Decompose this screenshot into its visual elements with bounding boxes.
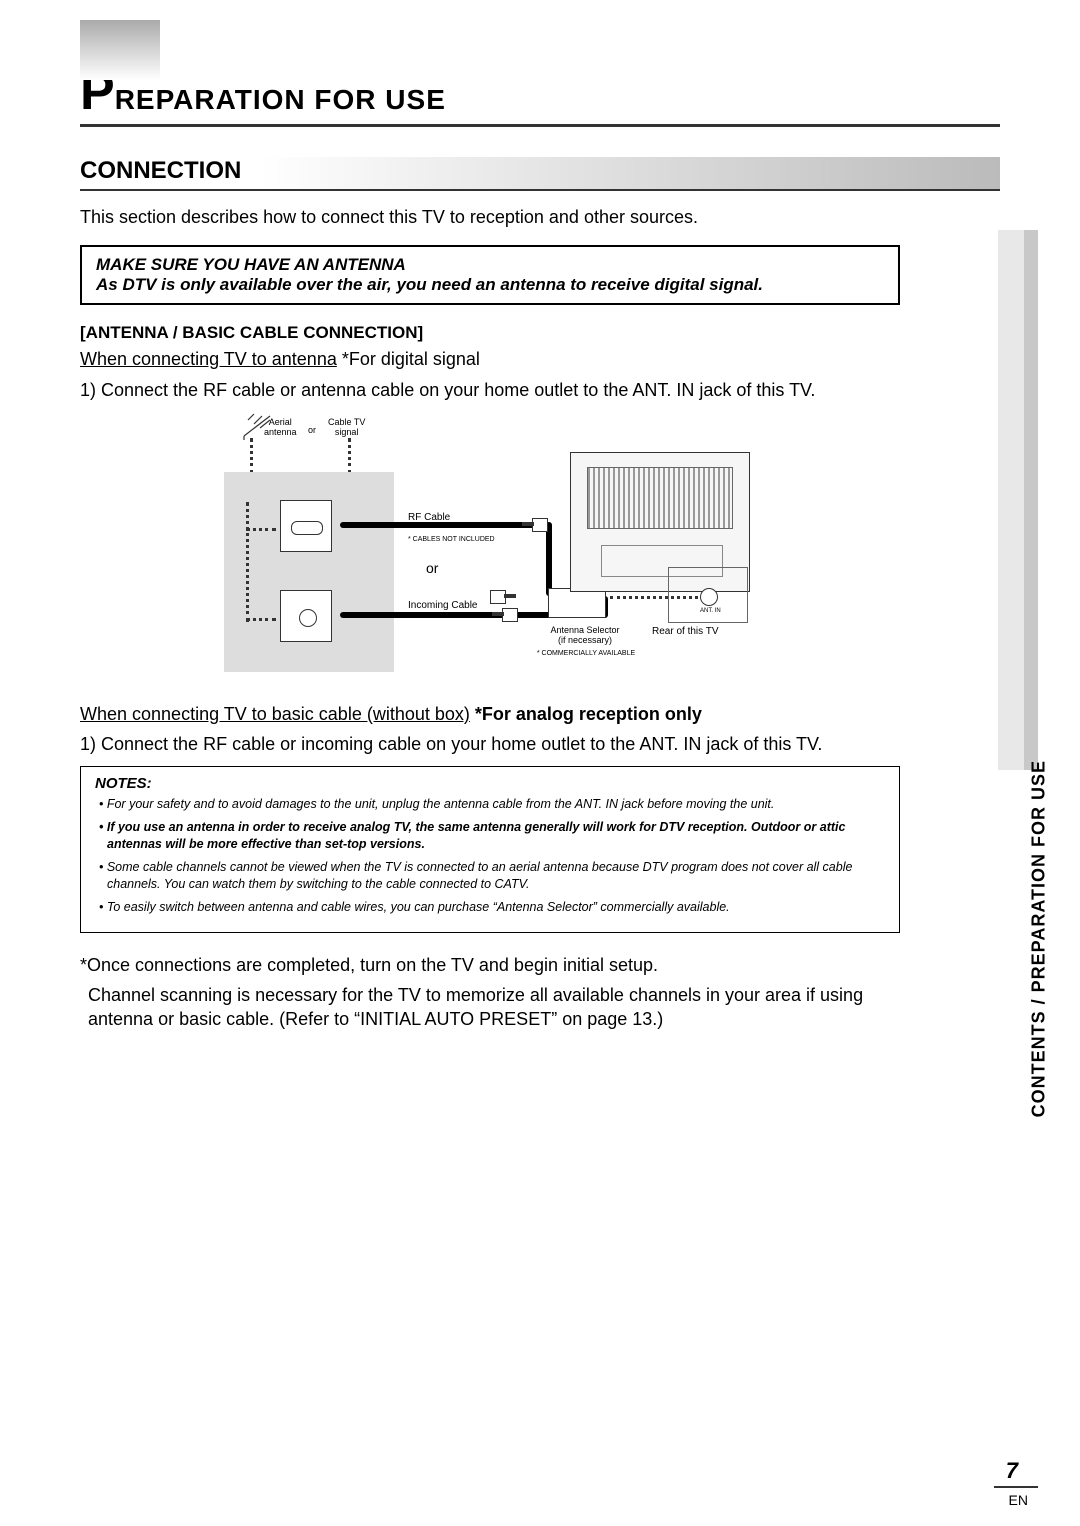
cable-line <box>340 522 550 528</box>
page-number-rule <box>994 1486 1038 1488</box>
dash-line <box>246 618 276 621</box>
rf-outlet-icon <box>280 500 332 552</box>
section-heading: CONNECTION <box>80 157 1000 191</box>
step-antenna: 1) Connect the RF cable or antenna cable… <box>80 378 1000 402</box>
commercially-label: * COMMERCIALLY AVAILABLE <box>536 650 636 658</box>
side-section-label: CONTENTS / PREPARATION FOR USE <box>1028 760 1049 1117</box>
closing-line-2: Channel scanning is necessary for the TV… <box>80 983 1000 1032</box>
when-antenna-line: When connecting TV to antenna *For digit… <box>80 347 1000 371</box>
section-heading-wrap: CONNECTION <box>80 157 1000 191</box>
or-small: or <box>308 426 316 436</box>
step-cable: 1) Connect the RF cable or incoming cabl… <box>80 732 1000 756</box>
when-cable-line: When connecting TV to basic cable (witho… <box>80 702 1000 726</box>
top-gradient-decor <box>80 20 160 80</box>
dash-line <box>246 502 249 622</box>
incoming-cable-label: Incoming Cable <box>408 600 477 611</box>
dash-line <box>250 438 253 474</box>
when-antenna-suffix: *For digital signal <box>337 349 480 369</box>
cable-line <box>546 522 552 596</box>
note-item: • To easily switch between antenna and c… <box>99 899 885 916</box>
coax-outlet-icon <box>280 590 332 642</box>
closing-line-1: *Once connections are completed, turn on… <box>80 953 1000 977</box>
dash-line <box>348 438 351 474</box>
notes-list: • For your safety and to avoid damages t… <box>95 796 885 915</box>
ant-in-label: ANT. IN <box>700 608 721 615</box>
side-tab-light <box>998 230 1024 770</box>
plug-icon <box>490 608 518 620</box>
connection-diagram: Aerial antenna or Cable TV signal RF Cab… <box>190 412 770 682</box>
when-cable-bold: *For analog reception only <box>470 704 702 724</box>
antenna-selector-label: Antenna Selector (if necessary) <box>540 626 630 646</box>
ant-in-jack-icon <box>700 588 718 606</box>
intro-paragraph: This section describes how to connect th… <box>80 205 1000 229</box>
warning-line-1: MAKE SURE YOU HAVE AN ANTENNA <box>96 255 884 275</box>
notes-title: NOTES: <box>95 775 885 792</box>
notes-box: NOTES: • For your safety and to avoid da… <box>80 766 900 932</box>
or-big: or <box>426 560 438 576</box>
antenna-selector-icon <box>548 588 606 618</box>
title-rest: REPARATION FOR USE <box>115 84 446 116</box>
rear-label: Rear of this TV <box>652 626 719 637</box>
when-antenna-underlined: When connecting TV to antenna <box>80 349 337 369</box>
cabletv-label: Cable TV signal <box>328 418 365 438</box>
page-number: 7 <box>1006 1458 1018 1484</box>
plug-icon <box>520 518 548 530</box>
subsection-heading: [ANTENNA / BASIC CABLE CONNECTION] <box>80 323 1000 343</box>
chapter-title: P REPARATION FOR USE <box>80 66 1000 118</box>
note-item: • For your safety and to avoid damages t… <box>99 796 885 813</box>
side-tab-dark <box>1024 230 1038 770</box>
language-code: EN <box>1009 1492 1028 1508</box>
title-underline <box>80 124 1000 127</box>
warning-line-2: As DTV is only available over the air, y… <box>96 275 884 295</box>
antenna-warning-box: MAKE SURE YOU HAVE AN ANTENNA As DTV is … <box>80 245 900 305</box>
manual-page: CONTENTS / PREPARATION FOR USE P REPARAT… <box>0 0 1080 1526</box>
not-included-label: * CABLES NOT INCLUDED <box>408 536 495 544</box>
when-cable-underlined: When connecting TV to basic cable (witho… <box>80 704 470 724</box>
dash-line <box>246 528 276 531</box>
aerial-label: Aerial antenna <box>264 418 297 438</box>
plug-icon <box>490 590 518 602</box>
note-item: • If you use an antenna in order to rece… <box>99 819 885 853</box>
note-item: • Some cable channels cannot be viewed w… <box>99 859 885 893</box>
